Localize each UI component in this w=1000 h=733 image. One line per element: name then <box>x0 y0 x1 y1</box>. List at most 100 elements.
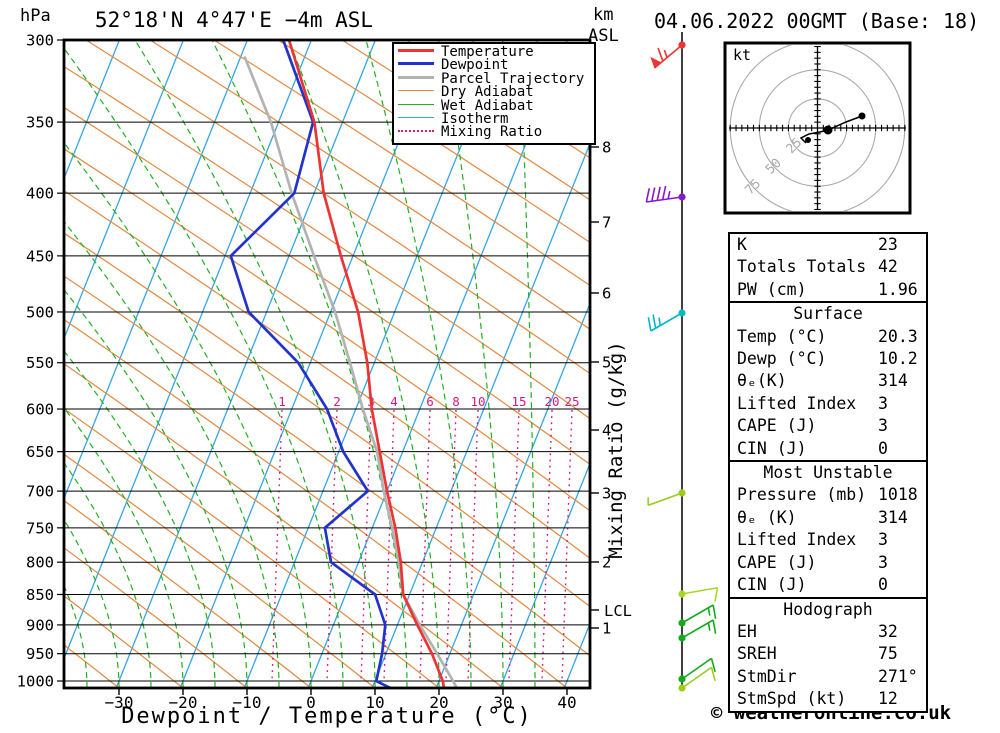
sounding-curves <box>229 40 459 688</box>
hodograph-trace-dot <box>823 125 833 135</box>
wind-barb <box>678 666 716 692</box>
table-row: StmDir 271° <box>730 666 926 688</box>
legend-item-mixing-ratio: Mixing Ratio <box>398 125 594 139</box>
table-most-unstable: Most Unstable Pressure (mb) 1018 θₑ (K) 314 L… <box>728 460 928 599</box>
legend-swatch <box>398 103 434 105</box>
pressure-tick-label: 700 <box>26 483 54 501</box>
km-tick-label: 2 <box>602 554 611 572</box>
table-row-label: θₑ (K) <box>737 507 797 527</box>
table-row-label: StmDir <box>737 666 797 686</box>
table-row-value: 10.2 <box>878 349 918 369</box>
table-row-label: Lifted Index <box>737 393 857 413</box>
mixing-ratio-line <box>467 409 479 682</box>
wet-adiabat-line <box>365 40 472 688</box>
altitude-unit-km-label: km <box>593 5 614 25</box>
wind-barb-column <box>645 32 719 692</box>
chart-legend: Temperature Dewpoint Parcel Trajectory Dry … <box>392 42 596 145</box>
mixing-ratio-label: 15 <box>511 394 526 409</box>
km-tick-label: 3 <box>602 485 611 503</box>
hodograph-trace-dot <box>858 112 866 120</box>
temp-tick-label: 20 <box>429 693 448 712</box>
table-row-label: K <box>737 235 747 254</box>
dry-adiabat-line <box>85 40 590 375</box>
table-row-value: 32 <box>878 621 898 641</box>
isotherm-line <box>64 40 313 661</box>
pressure-tick-label: 1000 <box>17 673 54 691</box>
mixing-ratio-label: 4 <box>390 394 398 409</box>
mixing-ratio-line <box>541 409 553 682</box>
table-row-label: CAPE (J) <box>737 416 817 436</box>
isotherm-line <box>64 40 249 501</box>
wet-adiabat-line <box>519 40 536 688</box>
mixing-ratio-label: 10 <box>470 394 485 409</box>
table-row-label: PW (cm) <box>737 279 807 299</box>
pressure-tick-label: 550 <box>26 354 54 372</box>
wind-barb-station-dot <box>678 309 686 317</box>
table-row-label: CAPE (J) <box>737 552 817 572</box>
km-tick-label: 5 <box>602 354 611 372</box>
table-row: θₑ (K) 314 <box>730 507 926 529</box>
table-row-value: 75 <box>878 644 898 664</box>
table-row-value: 20.3 <box>878 326 918 346</box>
temp-tick-label: −30 <box>105 693 134 712</box>
legend-item-wet-adiabat: Wet Adiabat <box>398 99 594 113</box>
dry-adiabat-line <box>64 148 590 512</box>
table-row-label: CIN (J) <box>737 575 807 595</box>
pressure-tick-label: 900 <box>26 616 54 634</box>
temp-tick-label: 10 <box>365 693 384 712</box>
table-row: SREH 75 <box>730 643 926 665</box>
pressure-tick-label: 300 <box>26 32 54 50</box>
table-row-label: StmSpd (kt) <box>737 689 847 709</box>
indices-tables: K 23 Totals Totals 42 PW (cm) 1.96 Surface Temp… <box>728 232 928 713</box>
table-surface: Surface Temp (°C) 20.3 Dewp (°C) 10.2 θₑ(K) 31… <box>728 301 928 463</box>
dry-adiabat-line <box>64 106 590 466</box>
table-row: CIN (J) 0 <box>730 438 926 460</box>
temp-tick-label: −20 <box>169 693 198 712</box>
dry-adiabat-line <box>64 547 248 688</box>
wind-barb <box>678 657 716 683</box>
table-row-value: 0 <box>878 575 888 595</box>
table-row: PW (cm) 1.96 <box>730 279 926 301</box>
lcl-label: LCL <box>604 602 632 620</box>
table-row-value: 23 <box>878 235 898 254</box>
wet-adiabat-line <box>64 518 120 688</box>
wet-adiabat-line <box>64 47 344 688</box>
legend-item-isotherm: Isotherm <box>398 112 594 126</box>
wet-adiabat-line <box>64 288 248 688</box>
isotherm-line <box>499 461 590 688</box>
pressure-tick-label: 850 <box>26 586 54 604</box>
table-title: Most Unstable <box>763 463 893 483</box>
dry-adiabat-line <box>64 499 312 688</box>
legend-label: Parcel Trajectory <box>441 70 585 87</box>
pressure-tick-label: 350 <box>26 114 54 132</box>
table-row-value: 3 <box>878 552 888 572</box>
hodograph-trace <box>799 115 863 144</box>
dry-adiabat-line <box>149 40 590 330</box>
wind-barb-station-dot <box>678 634 686 642</box>
table-row-label: θₑ(K) <box>737 371 787 391</box>
wind-barb <box>678 604 717 627</box>
km-tick-label: 4 <box>602 422 611 440</box>
hodograph-trace-dot <box>805 137 811 143</box>
pressure-tick-label: 750 <box>26 519 54 537</box>
table-row-label: Lifted Index <box>737 530 857 550</box>
isotherm-line <box>64 40 121 181</box>
pressure-tick-label: 400 <box>26 185 54 203</box>
table-row-label: EH <box>737 621 757 641</box>
table-row: Dewp (°C) 10.2 <box>730 348 926 370</box>
legend-swatch <box>398 75 434 79</box>
pressure-tick-label: 800 <box>26 554 54 572</box>
wind-barb <box>678 619 717 642</box>
wind-barb-station-dot <box>678 489 686 497</box>
table-indices: K 23 Totals Totals 42 PW (cm) 1.96 <box>728 232 928 304</box>
isotherm-line <box>243 40 505 688</box>
background-lines <box>64 40 590 688</box>
table-row-value: 1018 <box>878 485 918 505</box>
dry-adiabat-line <box>64 65 590 420</box>
pressure-unit-label: hPa <box>20 6 51 26</box>
isotherm-line <box>371 141 590 688</box>
mixing-ratio-line <box>508 409 520 682</box>
